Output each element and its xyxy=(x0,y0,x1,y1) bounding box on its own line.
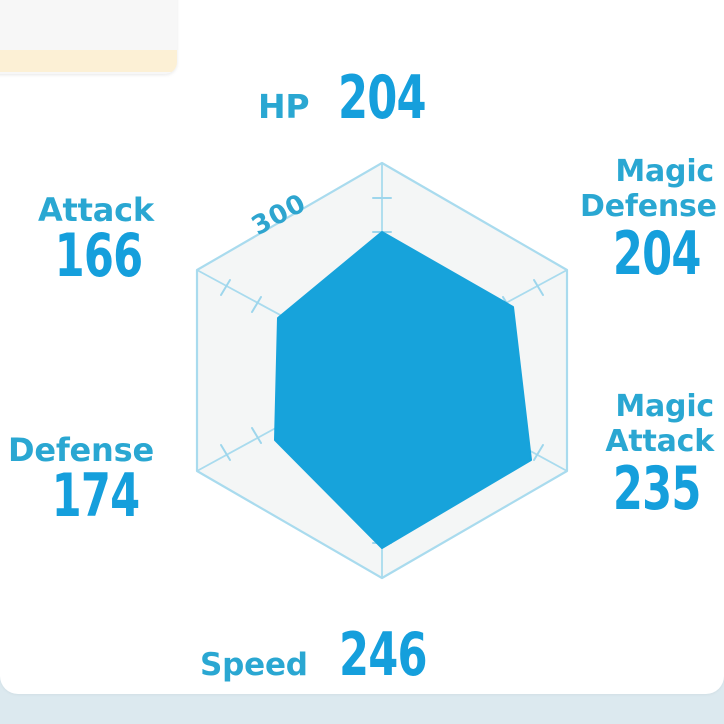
radar-chart: 300 xyxy=(195,161,569,580)
stat-magic-defense-label-line2: Defense xyxy=(580,188,717,224)
stat-defense: Defense 174 xyxy=(8,434,154,526)
stat-speed: Speed 246 xyxy=(200,625,437,685)
quest-progress-bar xyxy=(0,50,177,72)
stat-speed-label: Speed xyxy=(200,647,308,683)
stat-attack-label: Attack xyxy=(37,191,154,229)
quest-progress-card[interactable]: 92)まで 0/1 xyxy=(0,0,177,74)
stat-magic-attack-label-line2: Attack xyxy=(605,423,714,459)
stat-hp-value: 204 xyxy=(338,63,427,133)
radar-chart-svg: 300 xyxy=(195,161,569,580)
stat-defense-value: 174 xyxy=(51,461,141,531)
stat-magic-defense: Magic Defense 204 xyxy=(580,154,717,289)
stat-magic-attack-label-line1: Magic xyxy=(615,389,714,424)
stat-attack-value: 166 xyxy=(54,221,144,291)
radar-data-polygon xyxy=(274,231,532,549)
stat-hp: HP 204 xyxy=(258,68,437,128)
stat-hp-label: HP xyxy=(258,87,310,126)
stat-attack: Attack 166 xyxy=(38,194,154,286)
stat-magic-attack-value: 235 xyxy=(612,454,702,524)
stat-magic-attack: Magic Attack 235 xyxy=(580,389,714,524)
stat-magic-defense-value: 204 xyxy=(612,219,702,289)
stat-speed-value: 246 xyxy=(338,620,428,690)
stat-defense-label: Defense xyxy=(7,431,154,469)
stat-magic-defense-label-line1: Magic xyxy=(615,154,714,189)
